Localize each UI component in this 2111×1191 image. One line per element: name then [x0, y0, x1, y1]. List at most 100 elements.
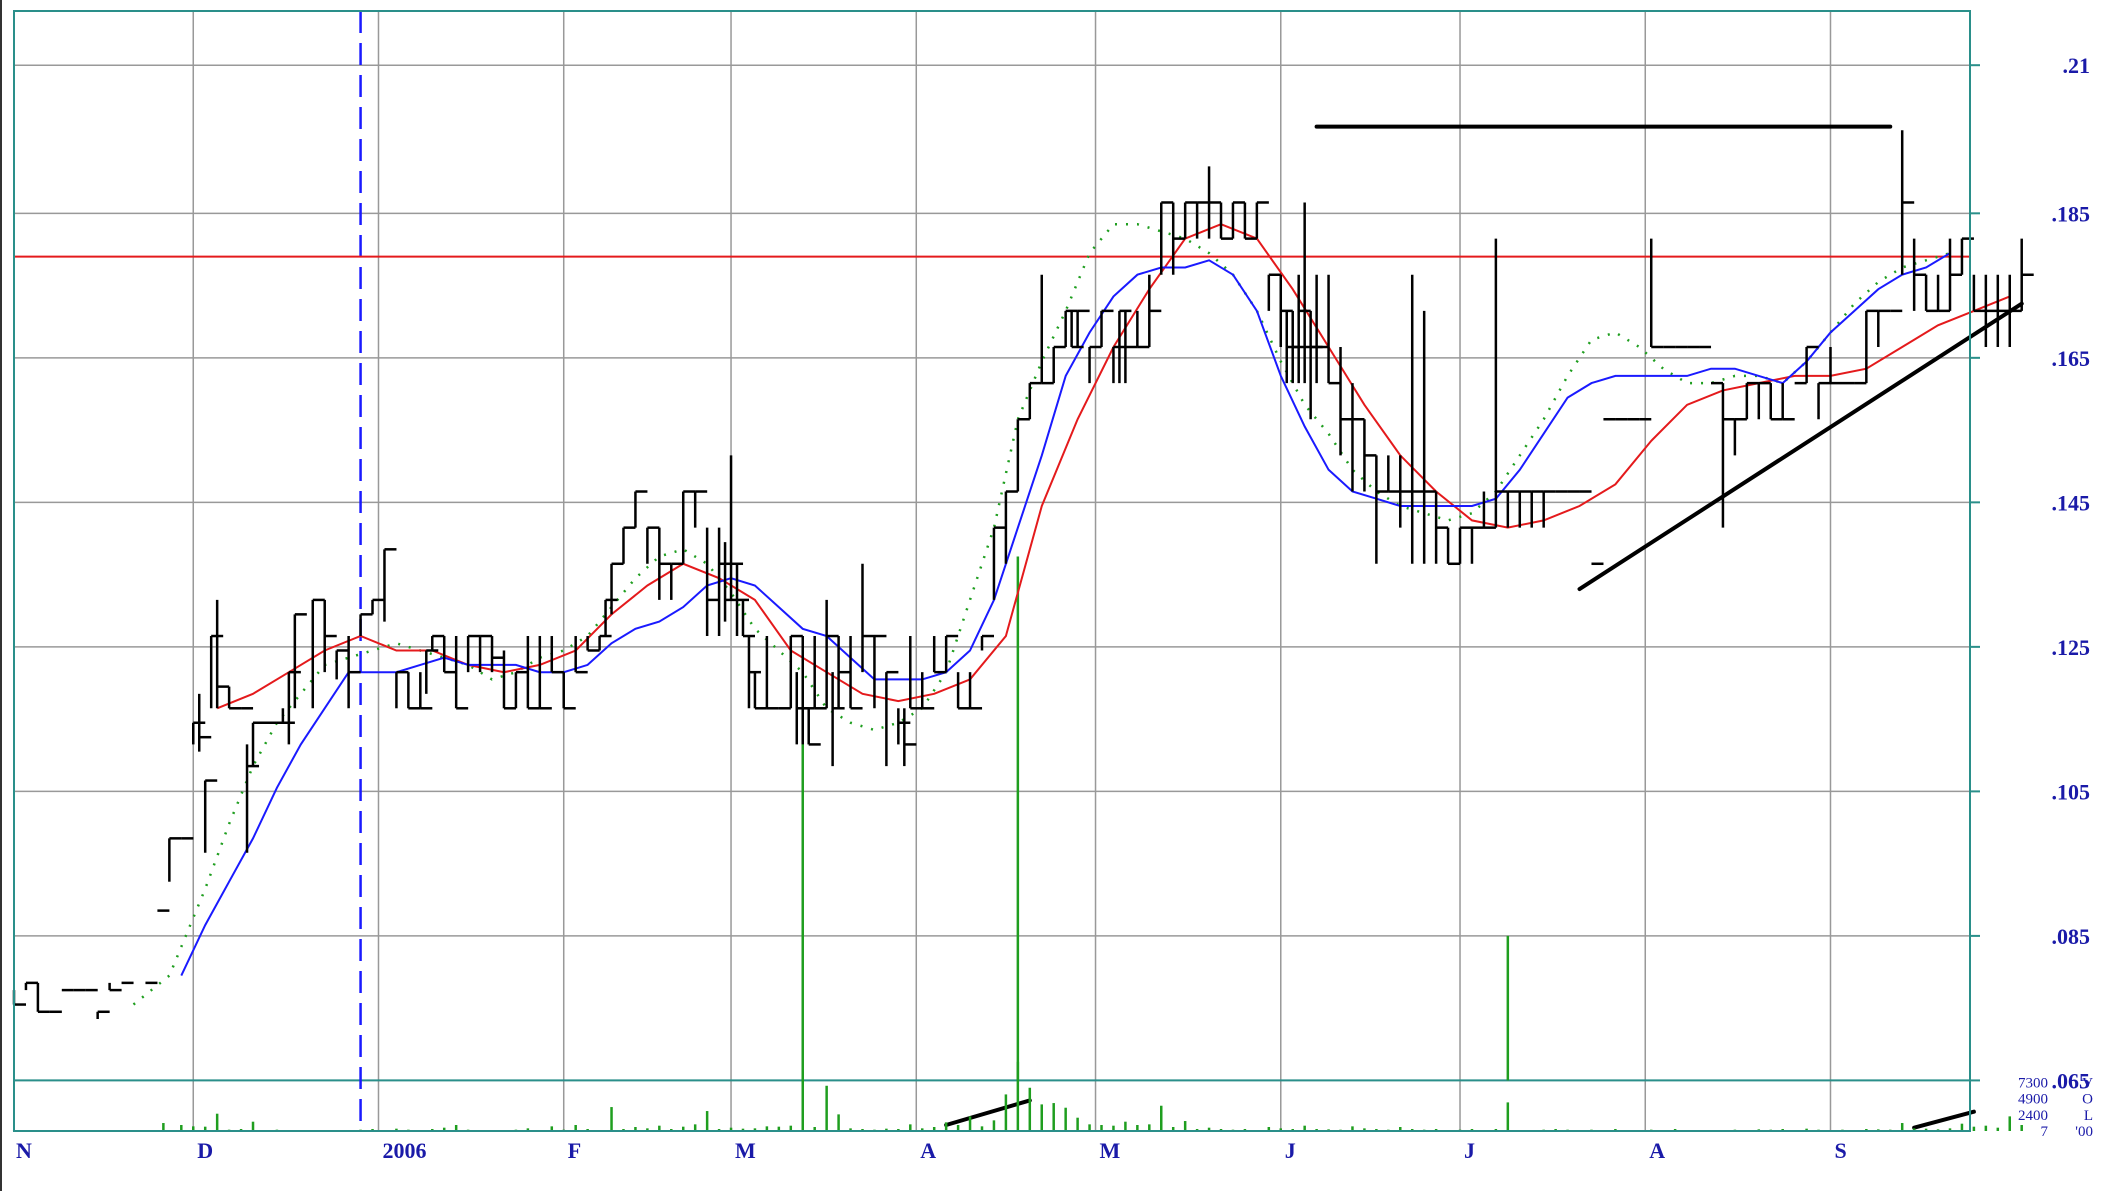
- price-bar: [1375, 455, 1389, 564]
- y-tick-label: .065: [2052, 1068, 2091, 1093]
- price-bar: [956, 672, 971, 710]
- x-tick-label: J: [1285, 1138, 1296, 1163]
- price-bar: [1363, 419, 1377, 492]
- price-bar: [251, 721, 266, 767]
- volume-trend-april: [944, 1098, 1032, 1128]
- y-tick-label: .085: [2052, 924, 2091, 949]
- price-bar: [407, 672, 421, 710]
- price-bar: [1076, 309, 1090, 347]
- price-bar: [1470, 526, 1484, 564]
- price-bar: [1267, 273, 1281, 311]
- price-bar: [1877, 309, 1891, 347]
- y-tick-label: .165: [2052, 346, 2091, 371]
- price-bar: [347, 636, 361, 709]
- price-bar: [431, 634, 445, 651]
- price-bar: [466, 634, 481, 673]
- volume-trend-september: [1912, 1109, 1976, 1130]
- price-bar: [1984, 274, 1998, 347]
- y-tick-label: .185: [2052, 201, 2091, 226]
- y-tick-label: .21: [2063, 53, 2091, 78]
- price-bar: [371, 598, 385, 615]
- price-bar: [1757, 381, 1771, 420]
- volume-axis-letter: V: [2082, 1075, 2093, 1091]
- price-bar: [1195, 201, 1210, 239]
- price-bar: [96, 1010, 110, 1019]
- price-bar: [2020, 238, 2034, 311]
- price-bar: [1351, 383, 1365, 492]
- price-bar: [1183, 201, 1198, 239]
- price-bar: [442, 636, 457, 674]
- price-bar: [1948, 238, 1962, 311]
- price-bar: [1422, 310, 1437, 564]
- x-axis-labels: N D 2006 F M A M J J A S: [16, 1138, 1847, 1163]
- price-bar: [1745, 381, 1759, 420]
- volume-axis-letter: '00: [2075, 1124, 2093, 1140]
- x-tick-label: J: [1464, 1138, 1475, 1163]
- price-bar: [873, 634, 887, 709]
- volume-tick-label: 7: [2041, 1124, 2049, 1140]
- y-tick-label: .145: [2052, 490, 2091, 515]
- price-bar: [1148, 274, 1162, 347]
- price-bar: [1028, 381, 1042, 420]
- price-bar: [1040, 274, 1054, 385]
- price-bar: [1530, 490, 1544, 528]
- x-tick-label: M: [1100, 1138, 1121, 1163]
- price-bar: [1829, 347, 1843, 385]
- price-bar: [980, 634, 994, 651]
- price-bar: [1207, 166, 1222, 239]
- price-bar: [968, 672, 983, 710]
- price-bar: [1972, 274, 1986, 313]
- x-tick-label: A: [1649, 1138, 1665, 1163]
- price-bar: [514, 670, 528, 709]
- price-bar: [311, 598, 325, 709]
- price-bar: [1482, 491, 1496, 529]
- price-bar: [932, 636, 947, 674]
- price-bar: [1160, 201, 1174, 275]
- price-bar: [215, 599, 230, 709]
- price-bar: [1817, 381, 1831, 420]
- x-tick-label: A: [920, 1138, 936, 1163]
- price-bar: [586, 636, 600, 652]
- price-bar: [681, 490, 696, 564]
- volume-tick-label: 4900: [2018, 1091, 2048, 1107]
- price-bar: [550, 636, 564, 674]
- x-tick-label: S: [1834, 1138, 1846, 1163]
- volume-axis-letter: L: [2084, 1108, 2093, 1124]
- price-bar: [383, 548, 397, 622]
- price-bar: [1494, 238, 1508, 528]
- plot-border: [13, 10, 1971, 1132]
- volume-tick-label: 2400: [2018, 1108, 2048, 1124]
- price-bar: [909, 636, 923, 710]
- price-bar: [335, 649, 349, 680]
- price-bar: [1410, 274, 1425, 564]
- y-tick-label: .105: [2052, 779, 2091, 804]
- price-bar: [693, 490, 708, 528]
- volume-axis-labels: 7300 V 4900 O 2400 L 7 '00: [2018, 1075, 2093, 1140]
- x-tick-label: N: [16, 1138, 32, 1163]
- price-bar: [526, 636, 540, 710]
- average-line-blue: [180, 252, 1951, 977]
- price-bar: [1004, 490, 1018, 564]
- price-bar: [658, 527, 672, 600]
- price-bar: [1231, 201, 1245, 239]
- price-bar: [813, 636, 827, 710]
- volume-axis-letter: O: [2082, 1091, 2093, 1107]
- price-bar: [1100, 309, 1114, 347]
- annotations: [14, 124, 2024, 1130]
- price-bar: [1900, 130, 1915, 275]
- price-bar: [807, 708, 821, 746]
- x-tick-label: M: [735, 1138, 756, 1163]
- price-bar: [1399, 455, 1413, 528]
- price-bar: [203, 779, 218, 853]
- price-bar: [1721, 383, 1735, 528]
- support-trendline: [1577, 301, 2024, 592]
- price-bar: [622, 526, 636, 564]
- price-bar: [395, 670, 409, 709]
- price-bar: [419, 672, 433, 710]
- price-bar: [108, 982, 122, 992]
- price-bar: [1458, 526, 1473, 564]
- price-bar: [992, 526, 1006, 600]
- price-bar: [789, 634, 803, 709]
